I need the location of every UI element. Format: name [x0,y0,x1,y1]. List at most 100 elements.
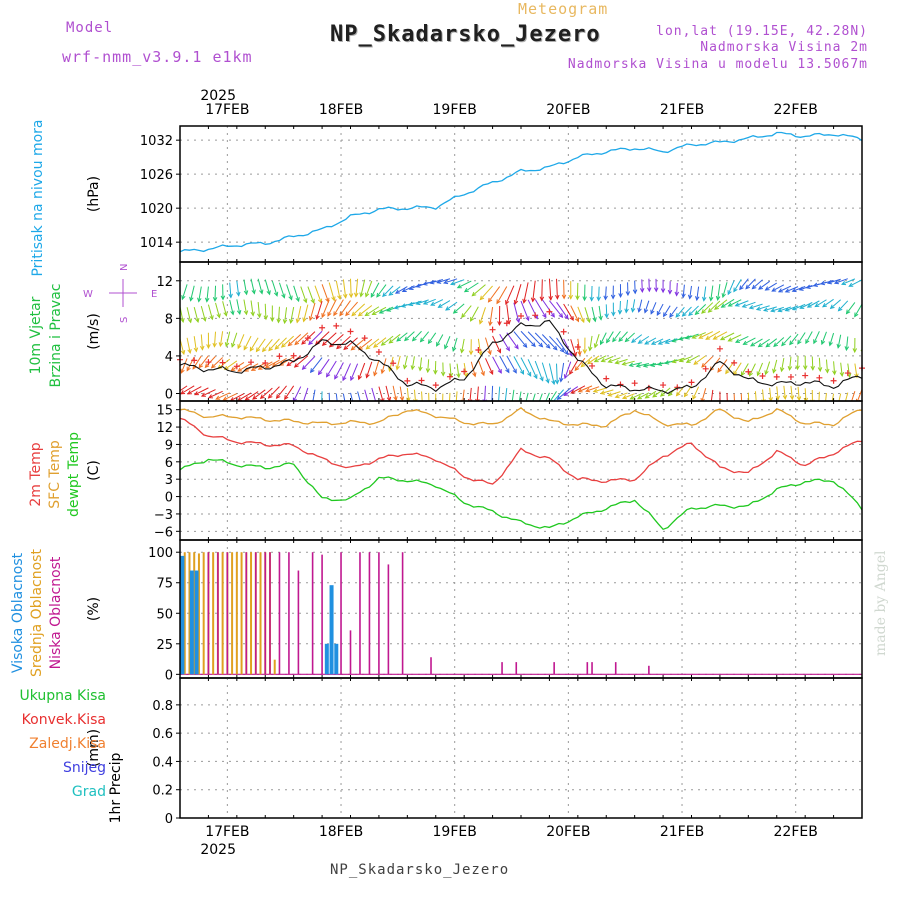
wind-arrow [464,282,479,293]
wind-arrow [223,393,238,401]
gust-marker [518,312,524,319]
wind-arrow-head [223,311,228,317]
wind-arrow-head [497,402,501,406]
wind-arrow-head [784,307,790,312]
wind-arrow [296,306,302,323]
wind-arrow-head [257,365,263,370]
wind-arrow [207,304,213,320]
wind-arrow [549,391,557,401]
y-tick-label: 12 [156,421,173,436]
wind-arrow [365,280,373,297]
wind-arrow-head [796,396,802,401]
wind-arrow-head [243,290,249,296]
wind-arrow-head [695,296,700,302]
wind-arrow-head [734,338,740,343]
wind-arrow [513,331,528,348]
wind-arrow [470,306,479,322]
low-cloud-bar [501,662,503,675]
wind-arrow-head [604,313,609,319]
gust-marker [432,382,439,389]
wind-arrow [645,390,657,399]
wind-arrow-head [302,317,307,323]
wind-arrow-head [621,361,627,366]
wind-arrow [825,359,828,373]
wind-arrow-head [429,280,435,285]
wind-arrow [735,335,749,343]
wind-arrow [316,301,323,320]
top-day-label: 22FEB [774,102,818,118]
coordinates-label: lon,lat (19.15E, 42.28N) [656,24,868,39]
wind-arrow-head [848,282,854,287]
wind-arrow-head [781,341,786,347]
wind-arrow-head [652,393,658,398]
wind-arrow-head [663,312,668,318]
wind-arrow [491,385,494,401]
mid-cloud-bar [202,552,205,675]
mid-cloud-bar [212,552,215,675]
wind-arrow [382,285,394,297]
low-cloud-bar [586,662,589,675]
wind-arrow-head [456,284,462,289]
wind-arrow [211,357,223,369]
wind-arrow [321,284,329,302]
y-tick-label: 15 [156,404,173,419]
unit-label: (m/s) [86,313,102,350]
wind-arrow-head [592,388,598,393]
wind-arrow-head [533,374,538,380]
wind-arrow-head [250,366,256,371]
wind-arrow-head [212,342,217,348]
wind-arrow-head [204,297,210,303]
precip-legend-entry: Ukupna Kisa [19,688,106,704]
wind-arrow [412,330,422,342]
wind-arrow [213,331,217,347]
gust-marker [461,368,468,375]
wind-arrow-head [632,289,638,295]
wind-arrow-head [199,345,205,351]
wind-arrow [381,335,394,346]
wind-arrow [632,299,636,312]
wind-arrow-head [514,344,519,350]
wind-arrow [541,362,549,383]
gust-marker [475,346,482,353]
wind-arrow [477,338,482,355]
wind-arrow [692,332,706,339]
wind-arrow-head [763,307,769,312]
wind-arrow-head [452,309,458,314]
wind-arrow-head [470,316,475,322]
wind-arrow [388,333,401,344]
wind-arrow-head [418,366,423,372]
wind-arrow-head [757,342,763,348]
wind-arrow-head [671,338,677,343]
wind-arrow [290,306,295,323]
wind-arrow [549,300,563,318]
wind-arrow-head [497,321,502,327]
wind-arrow-head [259,289,264,295]
dewpt-temp-line [179,458,863,531]
wind-arrow-head [589,296,594,302]
gust-marker [262,359,269,366]
wind-arrow [679,356,692,362]
wind-arrow [758,338,770,348]
wind-arrow-head [671,358,677,364]
wind-arrow-head [701,363,706,368]
wind-arrow-head [636,395,642,400]
wind-arrow-head [805,284,811,290]
low-cloud-bar [207,552,210,675]
wind-arrow [489,306,494,326]
wind-arrow [845,336,849,351]
high-cloud-bar [324,643,329,675]
wind-arrow-head [339,311,344,317]
gust-marker [603,375,610,382]
y-tick-label: 9 [165,438,173,453]
mid-cloud-bar [240,552,243,675]
wind-arrow-head [503,404,507,408]
wind-arrow [805,331,813,344]
wind-arrow [257,301,261,318]
wind-arrow-head [440,371,446,377]
wind-arrow-head [675,312,681,318]
wind-arrow-head [236,291,241,297]
wind-arrow [733,279,742,292]
wind-arrow [327,299,337,317]
bottom-day-label: 20FEB [546,824,590,840]
wind-arrow-head [315,314,320,320]
